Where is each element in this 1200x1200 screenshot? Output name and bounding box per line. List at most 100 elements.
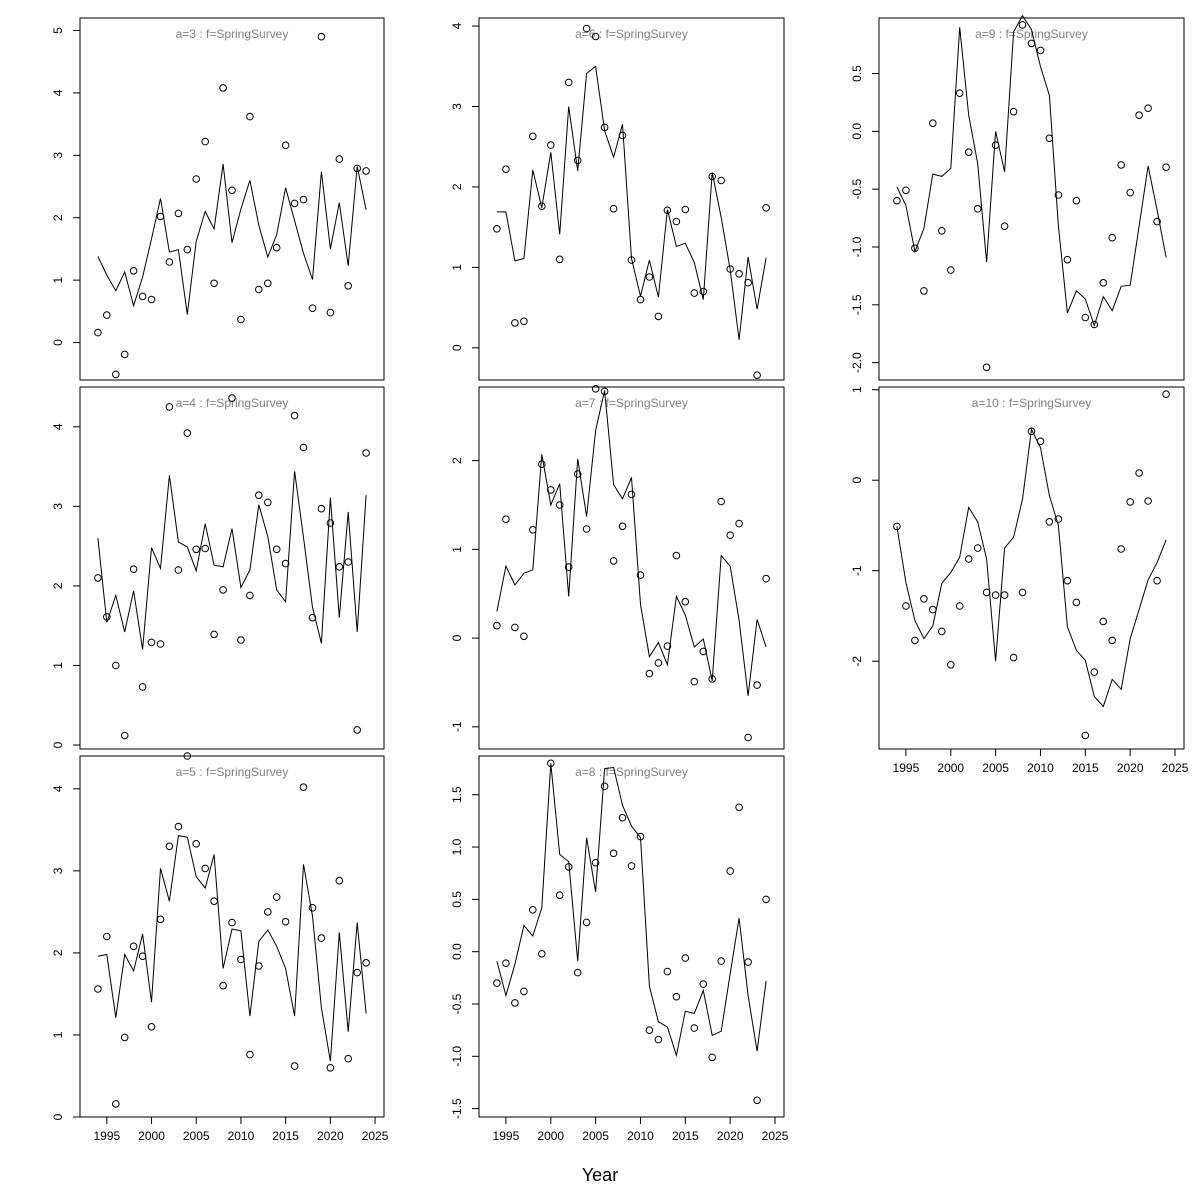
y-tick-label: 1: [450, 546, 464, 553]
observed-point: [1099, 279, 1108, 287]
observed-point: [228, 394, 236, 402]
observed-point: [538, 950, 546, 958]
fitted-line: [896, 14, 1167, 328]
observed-point: [156, 212, 165, 221]
observed-point: [938, 627, 946, 636]
observed-point: [290, 199, 299, 208]
observed-point: [744, 733, 752, 742]
observed-point: [502, 515, 510, 524]
observed-point: [201, 864, 209, 873]
panel-title: a=5 : f=SpringSurvey: [176, 765, 289, 779]
observed-point: [681, 205, 690, 214]
observed-point: [893, 196, 901, 205]
observed-point: [609, 557, 618, 565]
observed-point: [502, 959, 510, 968]
observed-point: [219, 586, 227, 594]
observed-point: [308, 904, 317, 912]
observed-point: [353, 164, 362, 173]
observed-point: [138, 683, 147, 691]
observed-point: [762, 574, 770, 583]
observed-point: [600, 123, 609, 132]
y-tick-label: 4: [51, 89, 65, 96]
observed-point: [1063, 255, 1072, 264]
observed-point: [1135, 111, 1143, 119]
y-tick-label: 0: [450, 634, 464, 641]
observed-point: [511, 623, 519, 632]
observed-point: [219, 981, 227, 990]
observed-point: [156, 915, 165, 924]
observed-point: [582, 525, 591, 533]
observed-point: [1090, 320, 1099, 329]
observed-point: [555, 891, 564, 900]
y-tick-label: 1: [51, 1031, 65, 1038]
observed-point: [982, 363, 991, 372]
observed-point: [1144, 497, 1152, 505]
observed-point: [600, 387, 609, 396]
observed-point: [672, 992, 681, 1001]
observed-point: [753, 681, 761, 689]
observed-point: [654, 1035, 663, 1044]
x-tick-label: 2000: [937, 761, 964, 775]
y-tick-label: 2: [51, 949, 65, 956]
x-tick-label: 1995: [93, 1129, 120, 1143]
observed-point: [973, 544, 982, 552]
observed-point: [964, 555, 973, 563]
observed-point: [672, 551, 681, 560]
observed-point: [1054, 515, 1063, 523]
observed-point: [1072, 196, 1081, 205]
panel-6: a=10 : f=SpringSurvey -2 -1 0 1 1995 2000 2005 2…: [850, 386, 1189, 775]
observed-point: [564, 78, 573, 87]
x-tick-label: 1995: [893, 761, 920, 775]
y-tick-label: 2: [51, 582, 65, 589]
observed-point: [165, 258, 174, 266]
observed-point: [663, 206, 672, 215]
observed-point: [192, 545, 200, 554]
observed-point: [237, 955, 245, 964]
x-tick-label: 2000: [537, 1129, 564, 1143]
observed-point: [1090, 668, 1099, 676]
observed-point: [717, 176, 726, 185]
observed-point: [744, 958, 752, 966]
observed-point: [237, 636, 245, 644]
observed-point: [735, 270, 743, 278]
observed-point: [726, 531, 735, 540]
observed-point: [237, 315, 245, 324]
observed-point: [94, 985, 102, 993]
observed-point: [281, 559, 290, 568]
observed-point: [699, 647, 708, 656]
observed-point: [591, 32, 600, 41]
observed-point: [281, 917, 290, 926]
y-tick-label: 0: [51, 1113, 65, 1120]
y-tick-label: -1: [850, 565, 864, 576]
observed-point: [138, 952, 147, 961]
observed-point: [165, 842, 174, 851]
observed-point: [708, 1053, 717, 1062]
observed-point: [1126, 188, 1134, 197]
observed-point: [272, 545, 281, 554]
observed-point: [708, 675, 717, 683]
observed-point: [636, 571, 645, 579]
observed-point: [681, 597, 690, 606]
observed-point: [573, 470, 582, 478]
panel-title: a=4 : f=SpringSurvey: [176, 396, 289, 410]
observed-point: [735, 519, 743, 528]
observed-point: [147, 1023, 156, 1031]
observed-point: [308, 304, 317, 313]
panel-8: a=8 : f=SpringSurvey -1.5 -1.0 -0.5 0.0 0.5 1.…: [450, 755, 789, 1143]
observed-point: [955, 89, 964, 97]
panel-frame: [79, 755, 385, 1118]
y-tick-label: 1.5: [450, 786, 464, 803]
observed-point: [326, 1064, 335, 1072]
observed-point: [112, 370, 120, 379]
observed-point: [547, 141, 555, 149]
y-tick-label: -1: [450, 721, 464, 732]
observed-point: [103, 311, 111, 319]
fitted-line: [496, 390, 767, 696]
observed-point: [663, 642, 672, 650]
y-tick-label: 2: [450, 183, 464, 190]
x-tick-label: 2010: [627, 1129, 654, 1143]
observed-point: [717, 497, 726, 506]
observed-point: [299, 783, 308, 792]
fitted-line: [97, 835, 367, 1062]
observed-point: [272, 243, 281, 252]
